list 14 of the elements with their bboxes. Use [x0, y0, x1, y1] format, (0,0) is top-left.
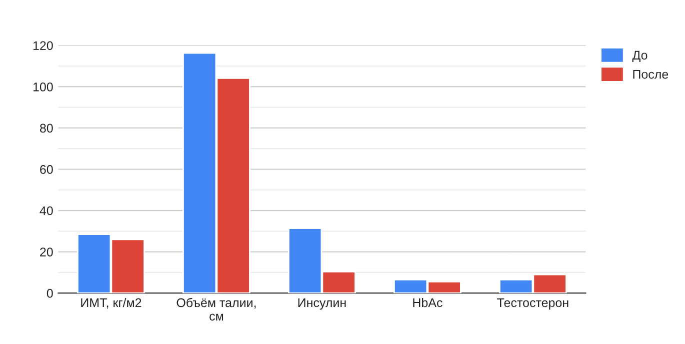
x-tick-label: Тестостерон: [497, 298, 568, 310]
y-tick-label: 40: [40, 206, 53, 216]
x-tick-label: ИМТ, кг/м2: [81, 298, 142, 309]
x-tick-label: Объём талии, см: [176, 298, 256, 321]
legend-label: После: [633, 70, 668, 79]
y-tick-label: 60: [40, 165, 53, 174]
legend-label: До: [632, 50, 648, 62]
y-tick-label: 80: [40, 124, 53, 133]
x-tick-label: Инсулин: [298, 298, 346, 310]
y-tick-label: 0: [46, 288, 53, 298]
y-tick-label: 20: [40, 248, 53, 256]
y-tick-label: 120: [33, 41, 53, 50]
x-tick-label: HbAc: [413, 298, 442, 308]
y-tick-label: 100: [33, 82, 53, 92]
